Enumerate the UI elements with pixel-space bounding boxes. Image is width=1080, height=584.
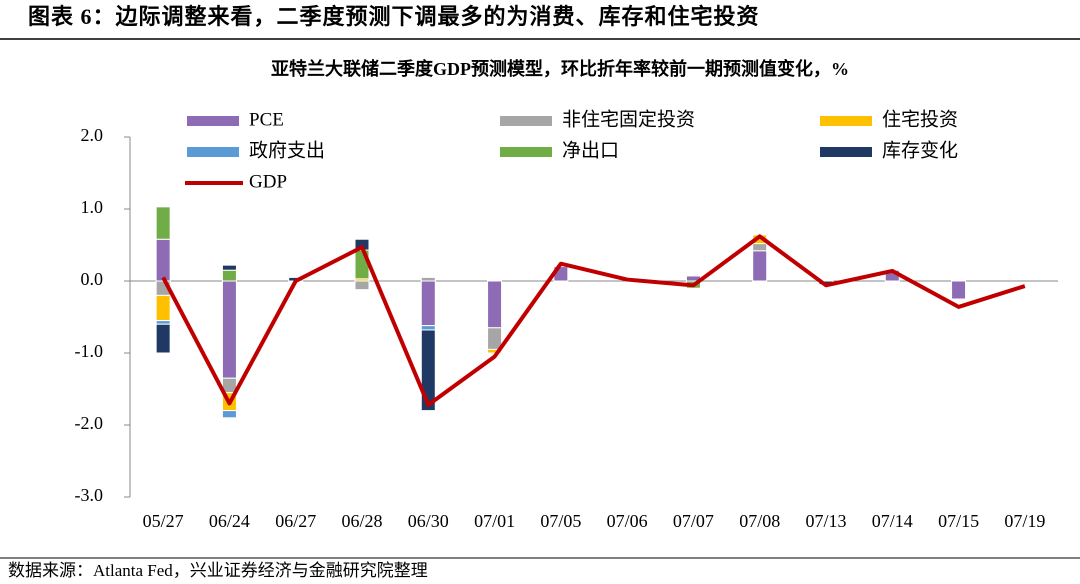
bar-segment	[487, 348, 503, 354]
legend-swatch	[187, 116, 239, 126]
x-tick-label: 07/01	[474, 511, 515, 531]
legend-swatch	[820, 116, 872, 126]
x-tick-label: 06/28	[341, 511, 382, 531]
legend-label: 政府支出	[249, 139, 325, 161]
bar-segment	[155, 320, 171, 325]
bar-segment	[155, 323, 171, 354]
bar-segment	[221, 410, 237, 419]
bar-segment	[951, 280, 967, 300]
x-tick-label: 07/06	[607, 511, 648, 531]
bar-segment	[221, 280, 237, 379]
x-tick-label: 07/07	[673, 511, 714, 531]
bar-segment	[487, 280, 503, 329]
x-tick-label: 07/05	[540, 511, 581, 531]
legend-swatch	[500, 147, 552, 157]
legend-label: 非住宅固定投资	[562, 108, 695, 130]
legend-label: 住宅投资	[882, 108, 958, 130]
bar-segment	[354, 280, 370, 291]
y-tick-label: 1.0	[81, 197, 104, 217]
legend-label: GDP	[249, 171, 287, 192]
bar-segment	[420, 280, 436, 327]
bar-segment	[487, 327, 503, 350]
bar-segment	[221, 264, 237, 271]
y-tick-label: -2.0	[75, 413, 104, 433]
x-tick-label: 05/27	[143, 511, 184, 531]
x-tick-label: 07/14	[872, 511, 913, 531]
bar-segment	[155, 206, 171, 240]
legend-label: PCE	[249, 109, 284, 130]
legend-label: 净出口	[562, 139, 619, 161]
y-tick-label: -1.0	[75, 341, 104, 361]
x-tick-label: 06/24	[209, 511, 250, 531]
y-tick-label: -3.0	[75, 485, 104, 505]
legend-swatch	[500, 116, 552, 126]
gdp-line	[161, 234, 1026, 407]
legend-label: 库存变化	[882, 139, 958, 161]
bar-segment	[221, 269, 237, 282]
bar-segment	[752, 250, 768, 282]
source: 数据来源：Atlanta Fed，兴业证券经济与金融研究院整理	[8, 561, 428, 580]
bar-segment	[155, 238, 171, 282]
bar-segment	[420, 276, 436, 282]
x-tick-label: 07/15	[938, 511, 979, 531]
x-tick-label: 06/30	[408, 511, 449, 531]
bar-segment	[420, 329, 436, 412]
x-tick-label: 07/19	[1004, 511, 1045, 531]
chart-title: 亚特兰大联储二季度GDP预测模型，环比折年率较前一期预测值变化，%	[271, 58, 849, 79]
bar-segment	[752, 243, 768, 252]
legend-swatch	[820, 147, 872, 157]
header: 图表 6：边际调整来看，二季度预测下调最多的为消费、库存和住宅投资	[28, 4, 760, 29]
bar-segment	[420, 325, 436, 331]
bar-segment	[155, 294, 171, 322]
x-tick-label: 07/13	[805, 511, 846, 531]
y-tick-label: 2.0	[81, 125, 104, 145]
legend-swatch	[187, 147, 239, 157]
y-tick-label: 0.0	[81, 269, 104, 289]
x-tick-label: 07/08	[739, 511, 780, 531]
x-tick-label: 06/27	[275, 511, 316, 531]
